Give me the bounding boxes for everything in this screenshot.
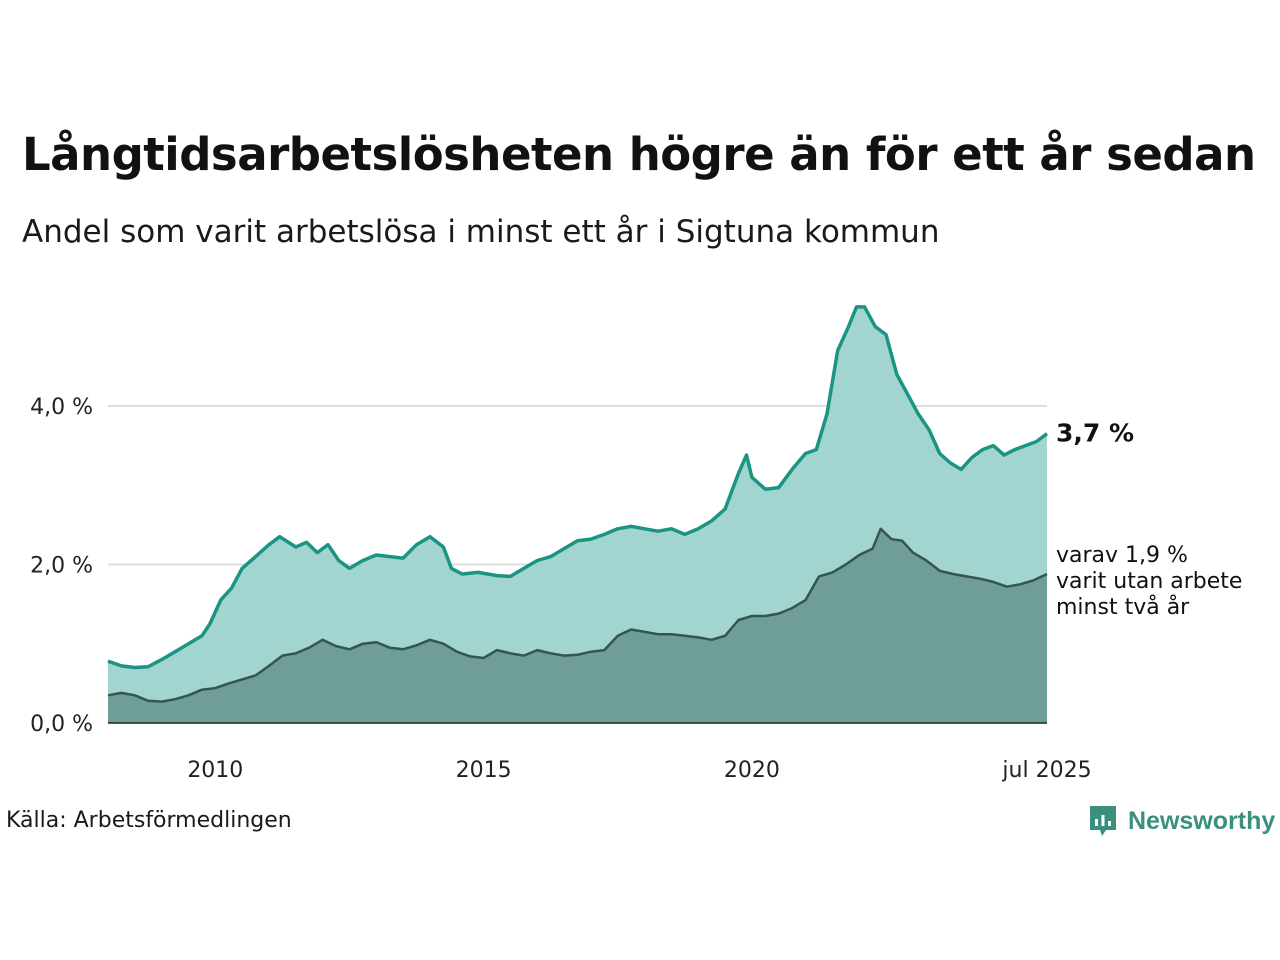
y-axis-ticks: 0,0 % 2,0 % 4,0 % bbox=[30, 395, 93, 737]
source-note: Källa: Arbetsförmedlingen bbox=[6, 808, 292, 833]
end-label-one-year: 3,7 % bbox=[1056, 419, 1134, 448]
brand-logo: Newsworthy bbox=[1088, 804, 1275, 838]
x-tick-label: 2020 bbox=[724, 758, 780, 783]
x-tick-label: 2015 bbox=[456, 758, 512, 783]
y-tick-label: 4,0 % bbox=[30, 395, 93, 420]
brand-name: Newsworthy bbox=[1128, 806, 1276, 835]
chart-title: Långtidsarbetslösheten högre än för ett … bbox=[22, 128, 1256, 181]
series-area-two_year bbox=[108, 528, 1047, 723]
end-label-two-year: varav 1,9 % varit utan arbete minst två år bbox=[1056, 543, 1242, 620]
series-line-two_year bbox=[107, 527, 1048, 703]
x-tick-label: jul 2025 bbox=[1001, 758, 1091, 783]
newsworthy-logo-icon bbox=[1090, 806, 1116, 836]
y-tick-label: 2,0 % bbox=[30, 553, 93, 578]
x-axis-ticks: 2010 2015 2020 jul 2025 bbox=[187, 758, 1091, 783]
series-line-one_year bbox=[107, 305, 1049, 670]
chart-areas bbox=[107, 305, 1049, 724]
end-labels: 3,7 % varav 1,9 % varit utan arbete minst t… bbox=[1056, 419, 1242, 620]
chart-subtitle: Andel som varit arbetslösa i minst ett å… bbox=[22, 214, 940, 250]
x-tick-label: 2010 bbox=[187, 758, 243, 783]
y-tick-label: 0,0 % bbox=[30, 712, 93, 737]
